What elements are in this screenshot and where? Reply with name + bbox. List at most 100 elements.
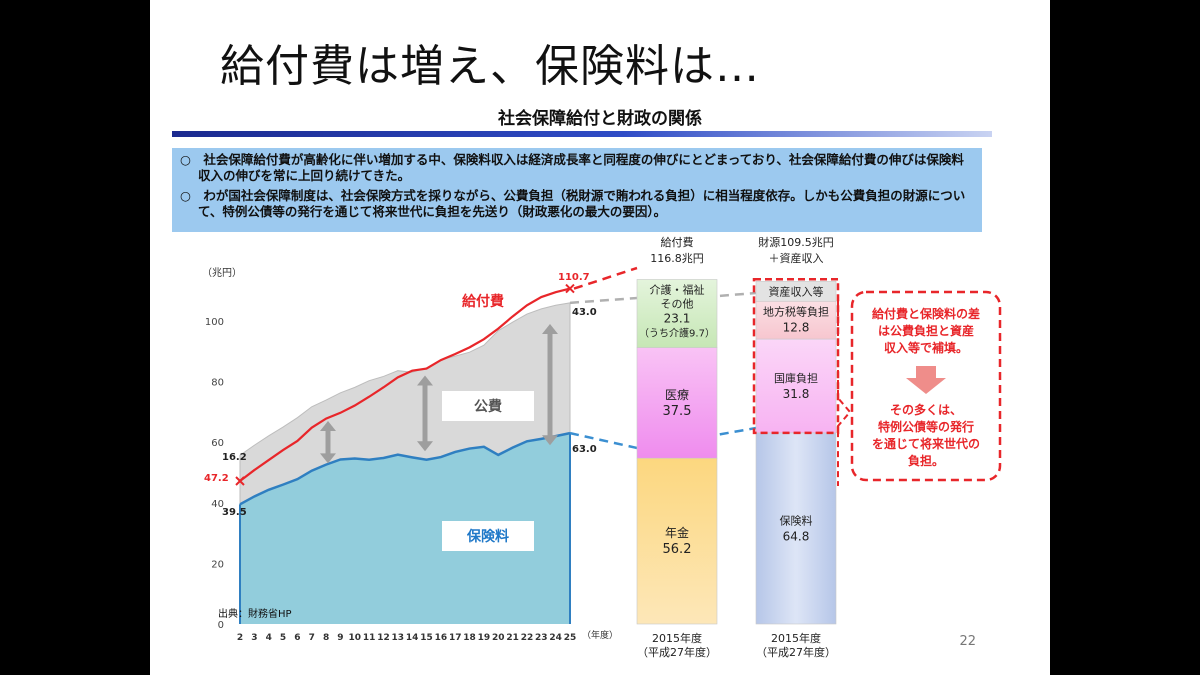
x-axis-label: （年度） — [582, 629, 618, 641]
x-tick-label: 14 — [406, 633, 419, 643]
callout-bottom-line: その多くは、 — [890, 402, 962, 417]
callout-down-arrow-shaft — [916, 366, 936, 378]
gap-arrow-head — [320, 453, 336, 464]
bar2-footer-line2: （平成27年度） — [756, 645, 836, 659]
x-tick-label: 20 — [492, 633, 505, 643]
x-tick-label: 24 — [549, 633, 562, 643]
premium-area-label: 保険料 — [466, 528, 509, 545]
x-tick-label: 10 — [349, 633, 362, 643]
insurance-premium-line — [239, 431, 571, 506]
bar2-segment — [755, 300, 837, 340]
callout — [837, 290, 1002, 486]
bar1-segment-value: 56.2 — [663, 542, 692, 557]
bar2-segment-label: 資産収入等 — [769, 284, 824, 298]
gap-arrow — [417, 375, 433, 452]
gap-arrow — [542, 324, 558, 446]
gap-arrow-head — [542, 324, 558, 335]
annotation-premium-start: 39.5 — [222, 507, 247, 518]
premium-extension-line — [569, 431, 638, 450]
benefit-end-marker — [235, 476, 245, 486]
page-number: 22 — [959, 634, 976, 649]
notes-box: ○ 社会保障給付費が高齢化に伴い増加する中、保険料収入は経済成長率と同程度の伸び… — [172, 148, 982, 232]
x-tick-label: 19 — [478, 633, 491, 643]
x-tick-label: 5 — [280, 633, 286, 643]
callout-bottom-line: を通じて将来世代の — [872, 436, 980, 451]
y-tick-label: 40 — [211, 499, 224, 510]
callout-bottom-line: 特例公債等の発行 — [878, 419, 974, 434]
x-tick-label: 13 — [392, 633, 405, 643]
benefit-extension-line — [573, 266, 638, 290]
bar1-segment-label: 医療 — [665, 388, 689, 402]
gap-arrow-head — [320, 420, 336, 431]
x-tick-label: 11 — [363, 633, 376, 643]
gap-arrow-head — [417, 441, 433, 452]
bar2-header-line1: 財源109.5兆円 — [758, 235, 834, 249]
x-tick-label: 25 — [564, 633, 577, 643]
x-tick-label: 7 — [309, 633, 315, 643]
source-note: 出典：財務省HP — [218, 607, 292, 620]
bar1-segment-label: 年金 — [665, 525, 689, 540]
annotation-benefit-end: 110.7 — [558, 272, 590, 283]
public-extension-line — [569, 296, 638, 305]
benefit-line — [239, 287, 571, 482]
gap-arrow — [320, 420, 336, 464]
y-tick-label: 100 — [205, 317, 224, 328]
y-axis-label: （兆円） — [202, 267, 242, 279]
x-tick-label: 18 — [463, 633, 476, 643]
y-tick-label: 80 — [211, 378, 224, 389]
bar2-segment-value: 64.8 — [783, 529, 810, 543]
x-tick-label: 12 — [377, 633, 390, 643]
x-tick-label: 17 — [449, 633, 462, 643]
bar2-segment-label: 保険料 — [780, 513, 813, 527]
bar1-segment — [636, 279, 718, 348]
bar2-segment-value: 31.8 — [783, 387, 810, 401]
bar2-footer-line1: 2015年度 — [771, 631, 821, 645]
annotation-premium-end: 63.0 — [572, 444, 597, 455]
bar2-header-line2: ＋資産収入 — [769, 252, 824, 265]
y-tick-label: 60 — [211, 438, 224, 449]
x-tick-label: 15 — [420, 633, 433, 643]
bar2-segment-label: 地方税等負担 — [763, 304, 829, 318]
slide: 給付費は増え、保険料は… 社会保障給付と財政の関係 ○ 社会保障給付費が高齢化に… — [150, 0, 1050, 675]
bar1-segment-value: 37.5 — [663, 404, 692, 419]
bar1-segment — [636, 457, 718, 625]
x-tick-label: 6 — [294, 633, 300, 643]
bar1-segment-label-b: その他 — [661, 297, 694, 310]
public-area-label: 公費 — [474, 398, 502, 415]
benefit-end-marker — [565, 283, 575, 294]
x-tick-label: 21 — [506, 633, 519, 643]
bar1-segment-value: 23.1 — [664, 311, 691, 325]
note-2: ○ わが国社会保障制度は、社会保険方式を採りながら、公費負担（税財源で賄われる負… — [180, 188, 966, 219]
callout-bottom-line: 負担。 — [908, 453, 944, 468]
note-1: ○ 社会保障給付費が高齢化に伴い増加する中、保険料収入は経済成長率と同程度の伸び… — [180, 152, 964, 183]
public-area-label-box — [442, 391, 534, 421]
callout-top-line: 給付費と保険料の差 — [872, 306, 980, 321]
y-tick-label: 0 — [218, 620, 224, 631]
x-tick-label: 22 — [521, 633, 534, 643]
annotation-benefit-start: 47.2 — [204, 473, 229, 484]
bar2-segment — [755, 280, 837, 302]
bar1-segment-label-a: 介護・福祉 — [650, 282, 705, 296]
bar2-segment-value: 12.8 — [783, 320, 810, 334]
callout-brace — [837, 300, 852, 486]
annotation-gap-end: 43.0 — [572, 307, 597, 318]
public-funding-highlight — [752, 278, 840, 435]
x-tick-label: 2 — [237, 633, 243, 643]
x-tick-label: 4 — [266, 633, 272, 643]
title-rule — [172, 131, 992, 137]
annotation-gap-start: 16.2 — [222, 452, 247, 463]
bar2-segment — [755, 432, 837, 625]
x-tick-label: 23 — [535, 633, 548, 643]
premium-area-label-box — [442, 521, 534, 551]
x-tick-label: 8 — [323, 633, 329, 643]
benefit-series-label: 給付費 — [462, 293, 504, 310]
callout-top-line: は公費負担と資産 — [878, 323, 974, 338]
gap-arrow-head — [542, 435, 558, 446]
bar1-segment — [636, 347, 718, 459]
bar1-header-line1: 給付費 — [661, 235, 694, 249]
bar1-header-line2: 116.8兆円 — [650, 252, 704, 265]
bar2-segment — [755, 338, 837, 434]
bar2-segment-label: 国庫負担 — [774, 371, 818, 385]
bar1-footer-line1: 2015年度 — [652, 631, 702, 645]
